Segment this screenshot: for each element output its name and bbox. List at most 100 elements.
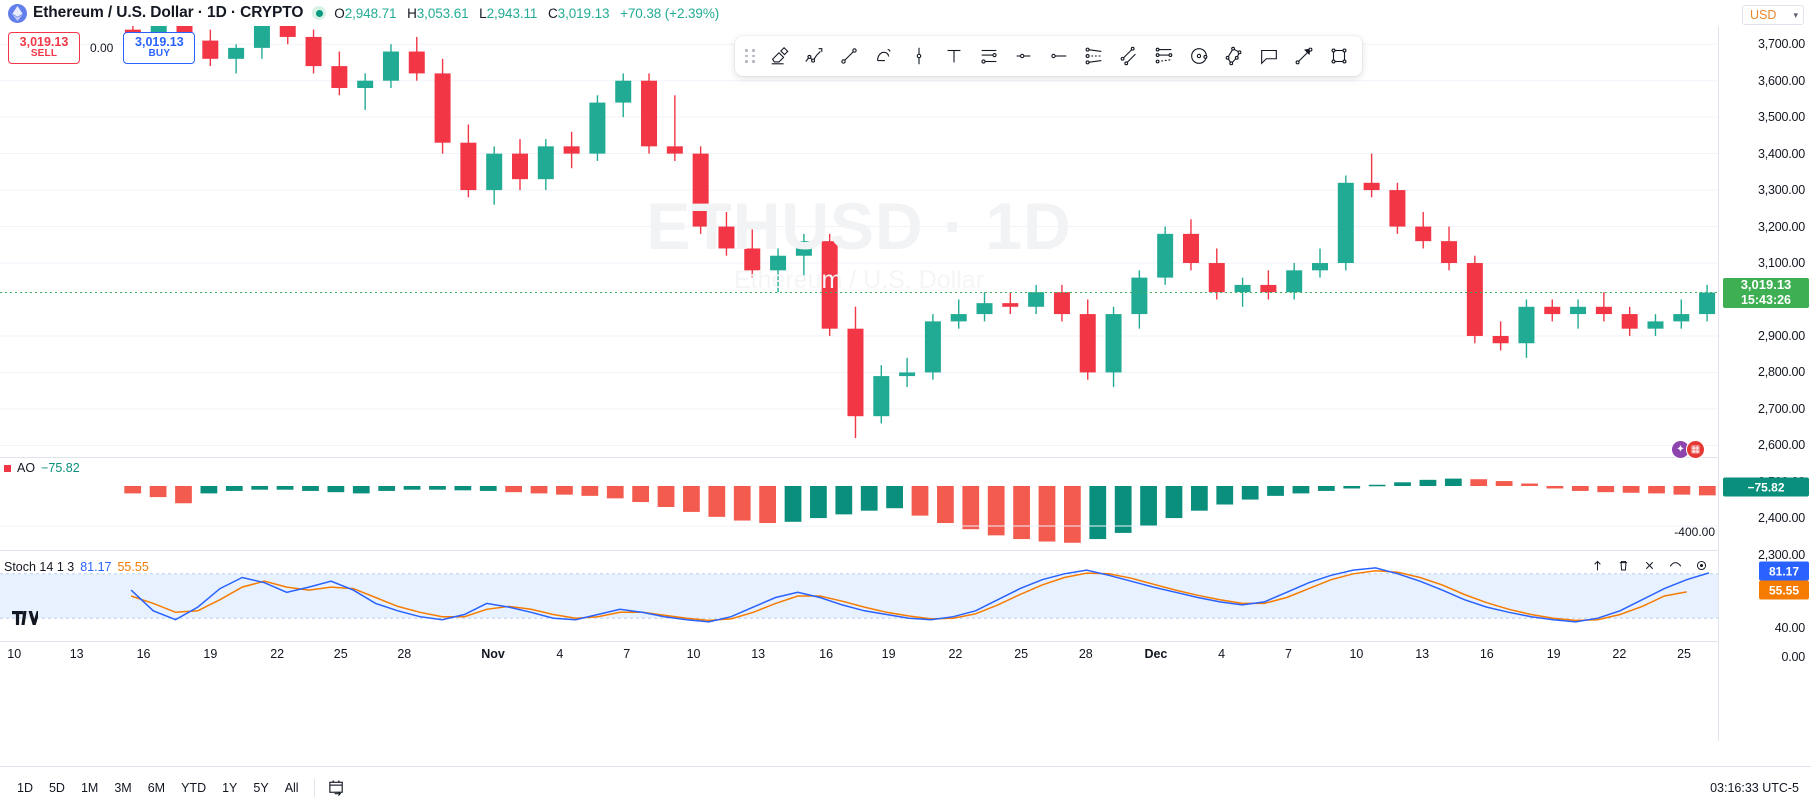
time-tick: 10 bbox=[686, 647, 701, 661]
buy-price: 3,019.13 bbox=[135, 35, 184, 50]
ao-axis-label: -400.00 bbox=[1674, 525, 1715, 539]
spread-value: 0.00 bbox=[90, 41, 114, 55]
close-icon[interactable] bbox=[1637, 554, 1661, 576]
price-tick: 2,300.00 bbox=[1757, 547, 1805, 562]
chart-badge-icon[interactable]: ▦ bbox=[1686, 440, 1705, 459]
stoch-axis-40: 40.00 bbox=[1774, 621, 1805, 635]
zigzag-arrow-icon[interactable] bbox=[796, 40, 831, 72]
current-time-value: 15:43:26 bbox=[1740, 292, 1792, 307]
stoch-k-badge: 81.17 bbox=[1759, 561, 1809, 581]
polygon-pattern-icon[interactable] bbox=[1216, 40, 1251, 72]
date-range-icon[interactable] bbox=[323, 775, 351, 801]
stoch-pane-tools[interactable] bbox=[1585, 554, 1713, 576]
text-icon[interactable] bbox=[936, 40, 971, 72]
ohlc-open-value: 2,948.71 bbox=[344, 5, 397, 21]
price-tick: 2,600.00 bbox=[1757, 438, 1805, 453]
settings-target-icon[interactable] bbox=[1689, 554, 1713, 576]
arrow-marker-icon[interactable] bbox=[1286, 40, 1321, 72]
range-button-5y[interactable]: 5Y bbox=[253, 780, 269, 795]
short-ray-icon[interactable] bbox=[1006, 40, 1041, 72]
time-tick: 19 bbox=[1546, 647, 1561, 661]
range-button-1y[interactable]: 1Y bbox=[222, 780, 238, 795]
main-price-pane[interactable]: ETHUSD · 1D Ethereum / U.S. Dollar bbox=[0, 26, 1718, 456]
price-tick: 3,700.00 bbox=[1757, 37, 1805, 52]
range-button-all[interactable]: All bbox=[284, 780, 299, 795]
chevron-down-icon: ▾ bbox=[1793, 9, 1798, 20]
time-tick: 22 bbox=[948, 647, 963, 661]
price-tick: 2,700.00 bbox=[1757, 401, 1805, 416]
comment-balloon-icon[interactable] bbox=[1251, 40, 1286, 72]
move-up-icon[interactable] bbox=[1585, 554, 1609, 576]
indicator-mini-badges[interactable]: ✦ ▦ bbox=[1671, 440, 1705, 459]
eye-icon[interactable] bbox=[1663, 554, 1687, 576]
trash-icon[interactable] bbox=[1611, 554, 1635, 576]
time-tick: 22 bbox=[1612, 647, 1627, 661]
symbol-title[interactable]: Ethereum / U.S. Dollar · 1D · CRYPTO bbox=[33, 4, 304, 21]
stoch-legend[interactable]: Stoch 14 1 3 81.17 55.55 bbox=[4, 560, 149, 574]
clock-label: 03:16:33 UTC-5 bbox=[1710, 780, 1799, 795]
stoch-axis-0: 0.00 bbox=[1781, 650, 1805, 664]
price-tick: 3,400.00 bbox=[1757, 146, 1805, 161]
time-tick: 7 bbox=[1285, 647, 1292, 661]
curve-icon[interactable] bbox=[866, 40, 901, 72]
tradingview-logo-icon[interactable] bbox=[12, 610, 40, 632]
ohlc-high-value: 3,053.61 bbox=[416, 5, 469, 21]
ao-indicator-pane[interactable] bbox=[0, 457, 1718, 549]
currency-value: USD bbox=[1750, 8, 1777, 22]
eraser-icon[interactable] bbox=[761, 40, 796, 72]
buy-button[interactable]: 3,019.13 BUY bbox=[123, 32, 196, 64]
ao-value-badge: −75.82 bbox=[1723, 477, 1809, 497]
time-tick: 10 bbox=[1349, 647, 1364, 661]
sparkle-badge-icon[interactable]: ✦ bbox=[1671, 440, 1690, 459]
candlestick-series bbox=[0, 26, 1718, 446]
time-tick: 25 bbox=[1014, 647, 1029, 661]
price-tick: 3,100.00 bbox=[1757, 256, 1805, 271]
ao-color-swatch bbox=[4, 464, 11, 472]
time-tick: 16 bbox=[819, 647, 834, 661]
time-tick: 25 bbox=[333, 647, 348, 661]
range-button-6m[interactable]: 6M bbox=[147, 780, 166, 795]
range-buttons[interactable]: 1D 5D 1M 3M 6M YTD 1Y 5Y All bbox=[0, 777, 306, 799]
circle-pattern-icon[interactable] bbox=[1181, 40, 1216, 72]
ao-legend[interactable]: AO −75.82 bbox=[4, 461, 80, 475]
ohlc-high-label: H bbox=[407, 5, 417, 21]
price-tick: 2,400.00 bbox=[1757, 511, 1805, 526]
sell-price: 3,019.13 bbox=[19, 35, 69, 50]
current-price-badge: 3,019.13 15:43:26 bbox=[1723, 277, 1809, 308]
time-tick: 10 bbox=[7, 647, 22, 661]
ao-legend-value: −75.82 bbox=[41, 461, 80, 475]
time-tick: 25 bbox=[1677, 647, 1691, 661]
divider bbox=[313, 778, 315, 797]
range-button-5d[interactable]: 5D bbox=[48, 780, 65, 795]
pitchfork-icon[interactable] bbox=[1076, 40, 1111, 72]
time-tick: 19 bbox=[203, 647, 218, 661]
time-axis[interactable]: 10 13 16 19 22 25 28 Nov 4 7 10 13 16 19 22 25 28 Dec 4 7 10… bbox=[0, 641, 1757, 666]
rectangle-icon[interactable] bbox=[1321, 40, 1356, 72]
chart-header: Ethereum / U.S. Dollar · 1D · CRYPTO O2,… bbox=[0, 0, 1811, 26]
parallel-slope-icon[interactable] bbox=[1111, 40, 1146, 72]
stoch-indicator-pane[interactable] bbox=[0, 550, 1718, 641]
drag-grip-icon[interactable] bbox=[741, 43, 759, 69]
stoch-lines bbox=[0, 567, 1718, 623]
time-tick: 13 bbox=[69, 647, 84, 661]
range-button-ytd[interactable]: YTD bbox=[181, 780, 207, 795]
range-button-1d[interactable]: 1D bbox=[17, 780, 33, 795]
ohlc-low-label: L bbox=[479, 5, 487, 21]
price-tick: 3,200.00 bbox=[1757, 219, 1805, 234]
price-scale[interactable]: 3,700.00 3,600.00 3,500.00 3,400.00 3,300.00… bbox=[1718, 26, 1811, 741]
trend-line-icon[interactable] bbox=[831, 40, 866, 72]
range-button-3m[interactable]: 3M bbox=[114, 780, 132, 795]
horizontal-lines-icon[interactable] bbox=[971, 40, 1006, 72]
range-button-1m[interactable]: 1M bbox=[80, 780, 99, 795]
stoch-d-value: 55.55 bbox=[117, 560, 149, 574]
vertical-line-icon[interactable] bbox=[901, 40, 936, 72]
time-tick: 4 bbox=[556, 647, 564, 661]
sell-button[interactable]: 3,019.13 SELL bbox=[8, 32, 80, 64]
time-tick: 7 bbox=[623, 647, 631, 661]
ohlc-open-label: O bbox=[334, 5, 345, 21]
currency-selector[interactable]: USD ▾ bbox=[1742, 5, 1804, 25]
fib-channel-icon[interactable] bbox=[1146, 40, 1181, 72]
floating-drawing-toolbar[interactable] bbox=[735, 36, 1362, 76]
extended-line-icon[interactable] bbox=[1041, 40, 1076, 72]
